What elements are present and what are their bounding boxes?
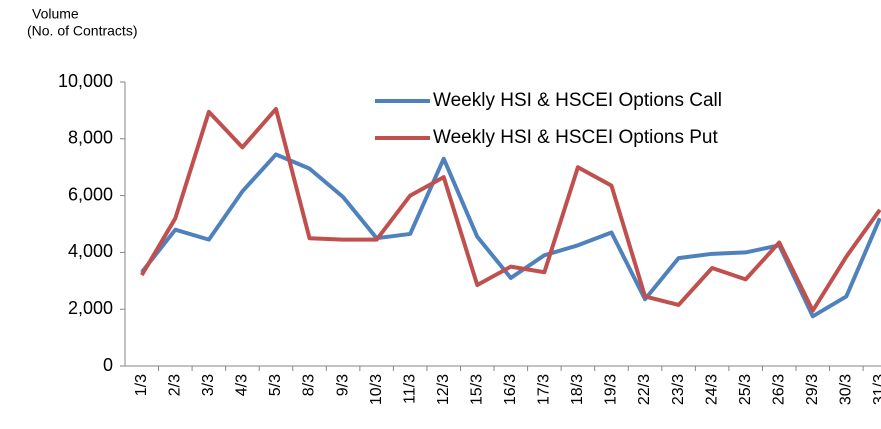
y-tick-label: 6,000 [68,184,113,204]
x-tick-label: 22/3 [636,374,653,405]
x-tick-label: 12/3 [435,374,452,405]
y-tick-label: 4,000 [68,241,113,261]
x-tick-label: 9/3 [334,374,351,396]
y-axis-label: (No. of Contracts) [27,23,137,39]
legend-label: Weekly HSI & HSCEI Options Call [433,90,722,111]
x-tick-label: 18/3 [569,374,586,405]
line-series [140,152,881,319]
x-tick-label: 23/3 [670,374,687,405]
x-tick-label: 31/3 [871,374,881,405]
x-tick-label: 10/3 [368,374,385,405]
x-tick-label: 1/3 [133,374,150,396]
x-tick-label: 3/3 [200,374,217,396]
x-tick-label: 24/3 [703,374,720,405]
x-tick-label: 15/3 [468,374,485,405]
y-tick-label: 0 [103,355,113,375]
y-tick-label: 10,000 [58,71,113,91]
y-tick-label: 2,000 [68,298,113,318]
x-tick-label: 17/3 [536,374,553,405]
x-tick-label: 29/3 [804,374,821,405]
x-tick-label: 11/3 [401,374,418,404]
y-tick-label: 8,000 [68,128,113,148]
x-tick-label: 30/3 [838,374,855,405]
x-tick-label: 16/3 [502,374,519,405]
x-tick-label: 4/3 [234,374,251,396]
x-tick-label: 26/3 [770,374,787,405]
y-axis-label: Volume [32,6,79,22]
x-tick-label: 19/3 [603,374,620,405]
x-tick-label: 8/3 [301,374,318,396]
x-tick-label: 5/3 [267,374,284,396]
x-tick-label: 2/3 [167,374,184,396]
line-series [140,106,881,313]
legend-label: Weekly HSI & HSCEI Options Put [433,127,718,148]
x-tick-label: 25/3 [737,374,754,405]
